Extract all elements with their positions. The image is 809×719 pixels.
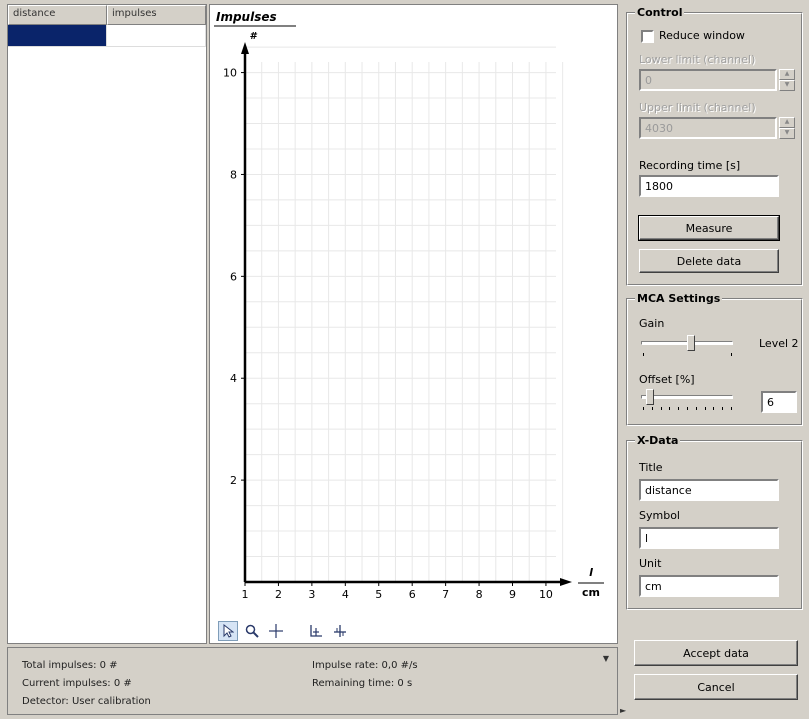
zoom-icon[interactable] xyxy=(242,621,262,641)
recording-time-label: Recording time [s] xyxy=(639,159,741,172)
x-axis-arrow xyxy=(560,578,572,586)
x-tick-label: 4 xyxy=(342,588,349,601)
x-tick-label: 5 xyxy=(375,588,382,601)
lower-limit-input[interactable] xyxy=(639,69,777,91)
x-data-title: X-Data xyxy=(635,434,681,447)
total-impulses: Total impulses: 0 # xyxy=(22,660,118,671)
mca-settings-title: MCA Settings xyxy=(635,292,723,305)
move-icon[interactable] xyxy=(330,621,350,641)
offset-slider[interactable] xyxy=(639,387,735,413)
remaining-time: Remaining time: 0 s xyxy=(312,678,413,689)
control-group: Control Reduce window Lower limit (chann… xyxy=(626,6,803,286)
offset-label: Offset [%] xyxy=(639,373,695,386)
delete-data-button[interactable]: Delete data xyxy=(639,249,779,273)
spin-up-icon[interactable]: ▲ xyxy=(779,69,795,80)
measure-button[interactable]: Measure xyxy=(638,215,780,241)
upper-limit-label: Upper limit (channel) xyxy=(639,101,756,114)
x-title-label: Title xyxy=(639,461,663,474)
spin-down-icon[interactable]: ▼ xyxy=(779,128,795,139)
upper-limit-input[interactable] xyxy=(639,117,777,139)
cancel-button[interactable]: Cancel xyxy=(634,674,798,700)
chart-toolbar xyxy=(218,621,350,641)
x-tick-label: 7 xyxy=(442,588,449,601)
table-cell-impulses[interactable] xyxy=(107,25,206,47)
x-symbol-input[interactable] xyxy=(639,527,779,549)
x-tick-label: 3 xyxy=(308,588,315,601)
spin-down-icon[interactable]: ▼ xyxy=(779,80,795,91)
lower-limit-spinner[interactable]: ▲ ▼ xyxy=(779,69,795,91)
table-row[interactable] xyxy=(8,25,206,47)
x-tick-label: 1 xyxy=(242,588,249,601)
status-bar: Total impulses: 0 # Current impulses: 0 … xyxy=(7,647,618,715)
x-unit-input[interactable] xyxy=(639,575,779,597)
plot-panel: Impulses # l cm 1 2 3 4 5 6 7 8 9 10 2 4 6 8 10 xyxy=(209,4,618,644)
column-header-impulses[interactable]: impulses xyxy=(107,5,206,25)
accept-data-button[interactable]: Accept data xyxy=(634,640,798,666)
impulse-rate: Impulse rate: 0,0 #/s xyxy=(312,660,418,671)
impulses-chart[interactable]: Impulses # l cm 1 2 3 4 5 6 7 8 9 10 2 4 6 8 10 xyxy=(210,5,617,617)
gain-slider-ticks xyxy=(643,353,732,357)
x-unit-label: Unit xyxy=(639,557,662,570)
x-axis-label: l xyxy=(589,566,593,579)
spin-up-icon[interactable]: ▲ xyxy=(779,117,795,128)
lower-limit-label: Lower limit (channel) xyxy=(639,53,756,66)
collapse-arrow-icon[interactable]: ▼ xyxy=(602,654,609,663)
pointer-icon[interactable] xyxy=(218,621,238,641)
offset-input[interactable] xyxy=(761,391,797,413)
offset-slider-ticks xyxy=(643,407,732,411)
x-title-input[interactable] xyxy=(639,479,779,501)
table-cell-distance[interactable] xyxy=(8,25,107,47)
current-impulses: Current impulses: 0 # xyxy=(22,678,132,689)
axis-scale-icon[interactable] xyxy=(306,621,326,641)
column-header-distance[interactable]: distance xyxy=(8,5,107,25)
x-tick-label: 2 xyxy=(275,588,282,601)
x-tick-label: 8 xyxy=(476,588,483,601)
upper-limit-spinner[interactable]: ▲ ▼ xyxy=(779,117,795,139)
gain-slider-thumb[interactable] xyxy=(687,335,696,351)
x-tick-label: 9 xyxy=(509,588,516,601)
reduce-window-checkbox[interactable] xyxy=(641,30,654,43)
y-tick-label: 8 xyxy=(230,168,237,181)
crosshair-icon[interactable] xyxy=(266,621,286,641)
x-tick-label: 6 xyxy=(409,588,416,601)
offset-slider-track[interactable] xyxy=(641,395,733,399)
y-axis-label: # xyxy=(250,31,258,42)
detector-info: Detector: User calibration xyxy=(22,696,151,707)
gain-slider[interactable] xyxy=(639,333,735,359)
y-tick-label: 2 xyxy=(230,474,237,487)
reduce-window-label: Reduce window xyxy=(659,29,745,42)
y-tick-label: 6 xyxy=(230,270,237,283)
resize-grip-icon[interactable]: ► xyxy=(620,706,627,715)
gain-label: Gain xyxy=(639,317,665,330)
x-symbol-label: Symbol xyxy=(639,509,680,522)
x-axis-unit: cm xyxy=(582,586,600,599)
chart-title: Impulses xyxy=(216,10,277,24)
recording-time-input[interactable] xyxy=(639,175,779,197)
table-header-row: distance impulses xyxy=(8,5,206,25)
gain-slider-track[interactable] xyxy=(641,341,733,345)
mca-settings-group: MCA Settings Gain Level 2 Offset [%] xyxy=(626,292,803,426)
gain-level: Level 2 xyxy=(759,337,799,350)
y-tick-label: 4 xyxy=(230,372,237,385)
x-data-group: X-Data Title Symbol Unit xyxy=(626,434,803,610)
control-group-title: Control xyxy=(635,6,685,19)
x-tick-label: 10 xyxy=(539,588,553,601)
data-table: distance impulses xyxy=(7,4,207,644)
y-axis-arrow xyxy=(241,42,249,54)
y-tick-label: 10 xyxy=(223,67,237,80)
offset-slider-thumb[interactable] xyxy=(646,389,655,405)
